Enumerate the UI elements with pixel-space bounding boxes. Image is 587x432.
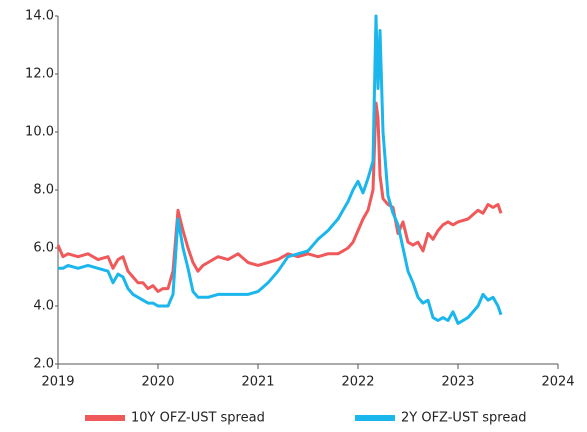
y-tick-label: 12.0: [25, 67, 54, 82]
x-tick-label: 2024: [541, 375, 574, 390]
x-tick-label: 2020: [141, 375, 174, 390]
legend-label: 2Y OFZ-UST spread: [401, 411, 527, 426]
y-tick-label: 6.0: [33, 241, 54, 256]
y-tick-label: 8.0: [33, 183, 54, 198]
x-tick-label: 2019: [41, 375, 74, 390]
y-tick-label: 2.0: [33, 357, 54, 372]
x-tick-label: 2022: [341, 375, 374, 390]
line-series: [58, 14, 503, 325]
legend-label: 10Y OFZ-UST spread: [131, 411, 265, 426]
y-tick-label: 4.0: [33, 299, 54, 314]
y-tick-label: 14.0: [25, 9, 54, 24]
y-tick-label: 10.0: [25, 125, 54, 140]
x-tick-label: 2021: [241, 375, 274, 390]
x-tick-label: 2023: [441, 375, 474, 390]
line-series: [56, 101, 503, 293]
